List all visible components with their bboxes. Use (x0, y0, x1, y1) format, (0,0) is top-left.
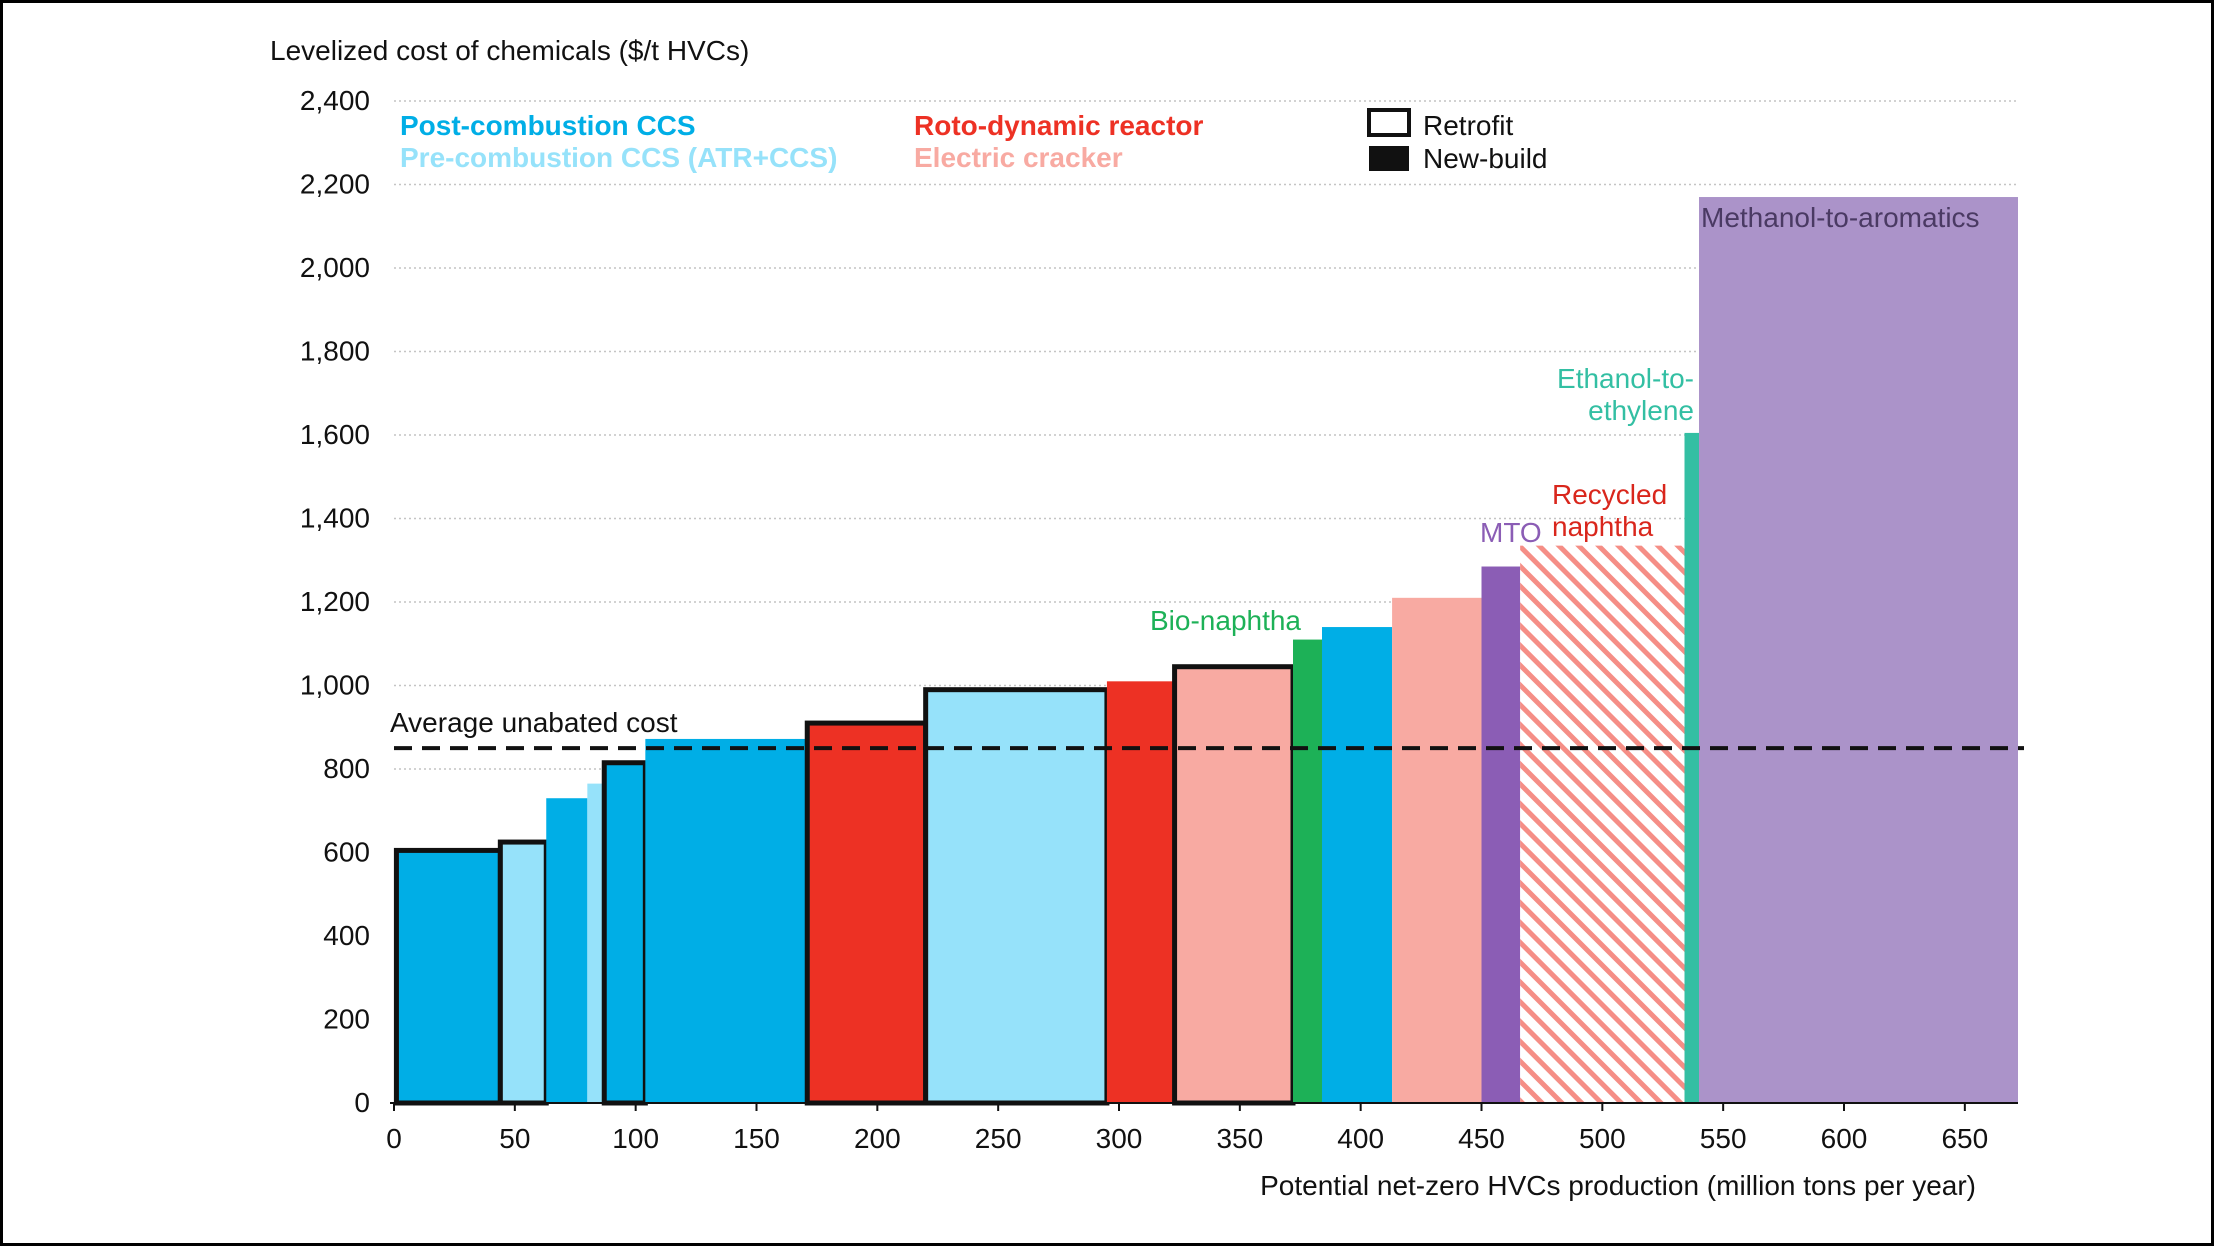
bar-post-combustion-ccs-new-build (1322, 627, 1393, 1103)
axes: 0 200 400 600 800 1,000 1,200 1,400 1,600 1,800 2,… (270, 35, 2018, 1201)
bar-pre-combustion-ccs-atr-ccs-retrofit (497, 839, 549, 1106)
annotation-bio-naphtha: Bio-naphtha (1150, 605, 1301, 636)
bar-electric-cracker-retrofit (1172, 664, 1296, 1106)
bar-methanol-to-aromatics-new-build (1699, 197, 2018, 1103)
y-tick-label: 400 (323, 920, 370, 951)
x-tick-label: 200 (854, 1123, 901, 1154)
bar-post-combustion-ccs-retrofit (393, 847, 503, 1106)
y-axis-title: Levelized cost of chemicals ($/t HVCs) (270, 35, 749, 66)
bar-post-combustion-ccs-retrofit (601, 760, 648, 1106)
y-tick-label: 1,400 (300, 503, 370, 534)
y-tick-label: 1,200 (300, 586, 370, 617)
legend-new-build-label: New-build (1423, 143, 1548, 174)
y-tick-label: 1,600 (300, 419, 370, 450)
y-tick-label: 2,200 (300, 169, 370, 200)
x-tick-label: 250 (975, 1123, 1022, 1154)
bars (393, 197, 2018, 1106)
legend-retrofit-swatch (1367, 108, 1411, 137)
annotation-methanol-to-aromatics: Methanol-to-aromatics (1701, 202, 1980, 233)
legend-pre-combustion-ccs-atr-ccs: Pre-combustion CCS (ATR+CCS) (400, 142, 837, 173)
x-tick-label: 300 (1096, 1123, 1143, 1154)
x-tick-label: 400 (1337, 1123, 1384, 1154)
bar-roto-dynamic-reactor-retrofit (804, 720, 929, 1106)
legend-electric-cracker: Electric cracker (914, 142, 1123, 173)
y-tick-label: 1,800 (300, 336, 370, 367)
bar-bio-naphtha-new-build (1293, 639, 1322, 1103)
x-tick-label: 450 (1458, 1123, 1505, 1154)
annotation-ethanol-to: Ethanol-to- (1557, 363, 1694, 394)
legend-new-build-swatch (1369, 146, 1409, 171)
bar-post-combustion-ccs-new-build (645, 738, 808, 1103)
annotation-mto: MTO (1480, 517, 1542, 548)
x-tick-label: 150 (733, 1123, 780, 1154)
x-tick-label: 350 (1216, 1123, 1263, 1154)
x-tick-label: 600 (1821, 1123, 1868, 1154)
annotation-ethylene: ethylene (1588, 395, 1694, 426)
bar-mto-new-build (1481, 566, 1521, 1103)
annotation-recycled: Recycled (1552, 479, 1667, 510)
bar-pre-combustion-ccs-atr-ccs-retrofit (923, 687, 1110, 1106)
x-tick-label: 0 (386, 1123, 402, 1154)
y-tick-label: 0 (354, 1087, 370, 1118)
y-tick-label: 1,000 (300, 670, 370, 701)
bar-post-combustion-ccs-new-build (546, 798, 588, 1103)
x-tick-label: 550 (1700, 1123, 1747, 1154)
legend-roto-dynamic-reactor: Roto-dynamic reactor (914, 110, 1203, 141)
reference-line-label: Average unabated cost (390, 707, 678, 738)
x-tick-label: 650 (1941, 1123, 1988, 1154)
y-tick-label: 200 (323, 1004, 370, 1035)
x-tick-label: 100 (612, 1123, 659, 1154)
y-tick-label: 800 (323, 753, 370, 784)
annotation-naphtha: naphtha (1552, 511, 1654, 542)
y-tick-label: 2,000 (300, 252, 370, 283)
bar-electric-cracker-new-build (1392, 597, 1482, 1103)
bar-ethanol-to-ethylene-new-build (1684, 432, 1699, 1104)
x-axis-title: Potential net-zero HVCs production (mill… (1260, 1170, 1976, 1201)
y-tick-label: 600 (323, 837, 370, 868)
legend-retrofit-label: Retrofit (1423, 110, 1513, 141)
y-tick-label: 2,400 (300, 85, 370, 116)
x-tick-label: 50 (499, 1123, 530, 1154)
bar-roto-dynamic-reactor-new-build (1106, 681, 1175, 1103)
legend-post-combustion-ccs: Post-combustion CCS (400, 110, 696, 141)
average-unabated-cost-line: Average unabated cost (390, 707, 2024, 751)
bar-pre-combustion-ccs-atr-ccs-new-build (587, 783, 605, 1103)
x-tick-label: 500 (1579, 1123, 1626, 1154)
bar-recycled-naphtha-new-build (1520, 545, 1685, 1103)
